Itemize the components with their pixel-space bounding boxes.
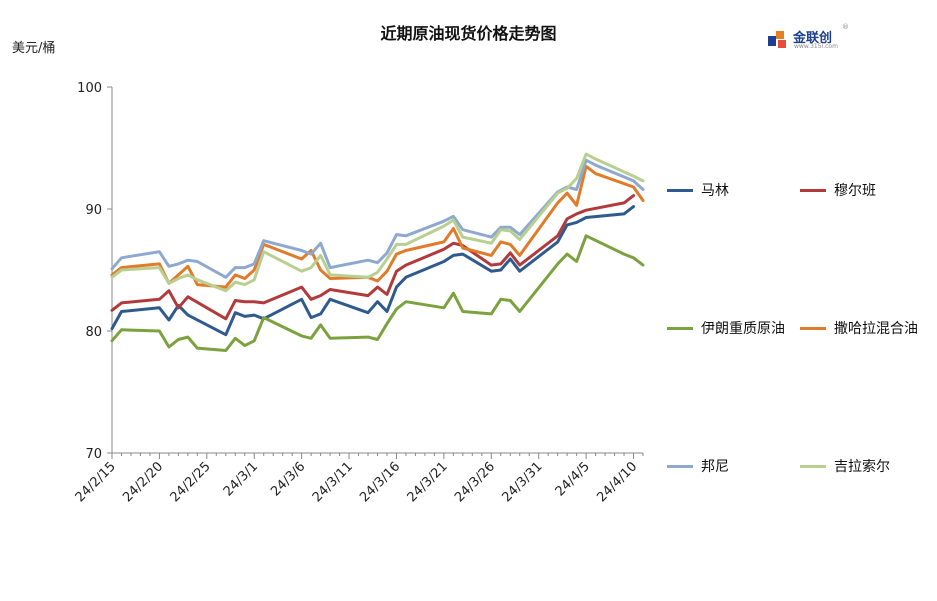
legend-item: 撒哈拉混合油 <box>800 318 918 338</box>
legend-label: 马林 <box>701 183 729 199</box>
legend-item: 吉拉索尔 <box>800 456 890 476</box>
x-tick-label: 24/2/15 <box>73 459 119 505</box>
legend-swatch <box>800 464 826 468</box>
series-line <box>110 234 645 352</box>
logo-url: www.315i.com <box>794 43 838 50</box>
legend-label: 邦尼 <box>701 459 729 475</box>
company-logo: 金联创 ® www.315i.com <box>766 23 856 54</box>
series-line <box>110 152 645 293</box>
x-tick-label: 24/3/26 <box>452 459 498 505</box>
x-tick-label: 24/4/5 <box>553 459 593 499</box>
x-tick-label: 24/2/25 <box>168 459 214 505</box>
y-tick-label: 70 <box>85 447 102 462</box>
legend-swatch <box>667 326 693 330</box>
legend-swatch <box>800 188 826 192</box>
x-tick-label: 24/3/1 <box>221 459 261 499</box>
legend-item: 邦尼 <box>667 456 729 476</box>
legend-swatch <box>800 326 826 330</box>
legend-swatch <box>667 464 693 468</box>
x-tick-label: 24/3/11 <box>310 459 356 505</box>
series-line <box>110 194 635 321</box>
logo-registered-mark: ® <box>842 23 849 31</box>
logo-text: 金联创 <box>793 31 833 46</box>
x-tick-label: 24/3/31 <box>499 459 545 505</box>
legend-item: 伊朗重质原油 <box>667 318 785 338</box>
legend-label: 吉拉索尔 <box>834 459 890 475</box>
y-axis-unit-label: 美元/桶 <box>12 41 56 56</box>
x-tick-label: 24/3/16 <box>357 459 403 505</box>
legend-label: 伊朗重质原油 <box>701 321 785 337</box>
legend-label: 撒哈拉混合油 <box>834 321 918 337</box>
logo-mark-icon <box>768 31 786 48</box>
x-tick-label: 24/2/20 <box>120 459 166 505</box>
legend-label: 穆尔班 <box>834 183 876 199</box>
legend-item: 马林 <box>667 180 729 200</box>
chart-title: 近期原油现货价格走势图 <box>380 24 557 43</box>
x-tick-label: 24/3/6 <box>268 459 308 499</box>
y-tick-label: 80 <box>85 325 102 340</box>
legend-swatch <box>667 188 693 192</box>
y-tick-label: 90 <box>85 203 102 218</box>
legend-item: 穆尔班 <box>800 180 876 200</box>
x-tick-label: 24/4/10 <box>594 459 640 505</box>
y-tick-label: 100 <box>77 81 102 96</box>
series-line <box>110 205 635 337</box>
x-tick-label: 24/3/21 <box>405 459 451 505</box>
